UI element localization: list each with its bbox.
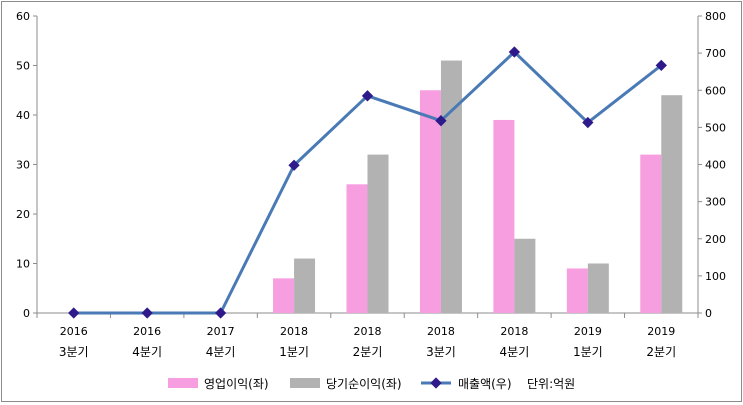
x-tick-label-year: 2019 — [647, 325, 675, 338]
legend-marker-revenue — [430, 377, 442, 389]
y-left-tick-label: 20 — [16, 208, 30, 221]
bar-operating-profit — [346, 184, 368, 313]
x-tick-label-year: 2017 — [207, 325, 235, 338]
y-left-tick-label: 60 — [16, 10, 30, 23]
x-tick-label-year: 2018 — [427, 325, 455, 338]
y-right-tick-label: 800 — [705, 10, 726, 23]
legend-swatch-net-income — [290, 378, 320, 388]
bar-operating-profit — [640, 154, 662, 313]
y-left-tick-label: 0 — [23, 307, 30, 320]
x-tick-label-quarter: 3분기 — [426, 345, 456, 359]
x-tick-label-quarter: 4분기 — [500, 345, 530, 359]
marker-revenue — [141, 307, 153, 319]
y-left-tick-label: 10 — [16, 258, 30, 271]
bar-net-income — [514, 238, 536, 313]
x-tick-label-quarter: 4분기 — [132, 345, 162, 359]
x-tick-label-year: 2018 — [500, 325, 528, 338]
y-right-tick-label: 600 — [705, 84, 726, 97]
x-tick-label-year: 2016 — [133, 325, 161, 338]
y-right-tick-label: 0 — [705, 307, 712, 320]
legend: 영업이익(좌) 당기순이익(좌) 매출액(우) 단위:억원 — [168, 377, 575, 391]
x-tick-label-quarter: 4분기 — [206, 345, 236, 359]
y-right-tick-label: 200 — [705, 233, 726, 246]
x-tick-label-quarter: 2분기 — [646, 345, 676, 359]
x-tick-label-year: 2016 — [60, 325, 88, 338]
y-left-tick-label: 40 — [16, 109, 30, 122]
marker-revenue — [68, 307, 80, 319]
x-tick-label-quarter: 1분기 — [279, 345, 309, 359]
x-tick-label-year: 2018 — [354, 325, 382, 338]
y-right-tick-label: 500 — [705, 121, 726, 134]
bar-operating-profit — [273, 278, 295, 313]
y-right-tick-label: 400 — [705, 159, 726, 172]
bars — [273, 60, 683, 313]
legend-swatch-operating-profit — [168, 378, 198, 388]
bar-net-income — [661, 95, 683, 313]
x-axis-labels: 2016 3분기 2016 4분기 2017 4분기 2018 1분기 2018 2분기 2018 3… — [59, 325, 676, 359]
x-tick-label-quarter: 2분기 — [353, 345, 383, 359]
marker-revenue — [214, 307, 227, 319]
x-tick-label-quarter: 3분기 — [59, 345, 89, 359]
unit-note: 단위:억원 — [527, 377, 575, 391]
bar-operating-profit — [566, 268, 588, 313]
legend-label-revenue: 매출액(우) — [458, 377, 512, 391]
bar-operating-profit — [493, 119, 515, 313]
bar-operating-profit — [419, 90, 441, 313]
x-tick-label-year: 2019 — [574, 325, 602, 338]
bar-net-income — [367, 154, 389, 313]
bar-net-income — [587, 263, 609, 313]
marker-revenue — [288, 159, 300, 171]
y-right-tick-label: 300 — [705, 196, 726, 209]
y-right-tick-label: 100 — [705, 270, 726, 283]
bar-net-income — [294, 258, 316, 313]
bar-net-income — [440, 60, 462, 313]
legend-label-net-income: 당기순이익(좌) — [326, 377, 402, 391]
y-left-tick-label: 30 — [16, 159, 30, 172]
x-tick-label-year: 2018 — [280, 325, 308, 338]
y-right-tick-label: 700 — [705, 47, 726, 60]
y-left-tick-label: 50 — [16, 60, 30, 73]
legend-label-operating-profit: 영업이익(좌) — [204, 377, 269, 391]
x-tick-label-quarter: 1분기 — [573, 345, 603, 359]
